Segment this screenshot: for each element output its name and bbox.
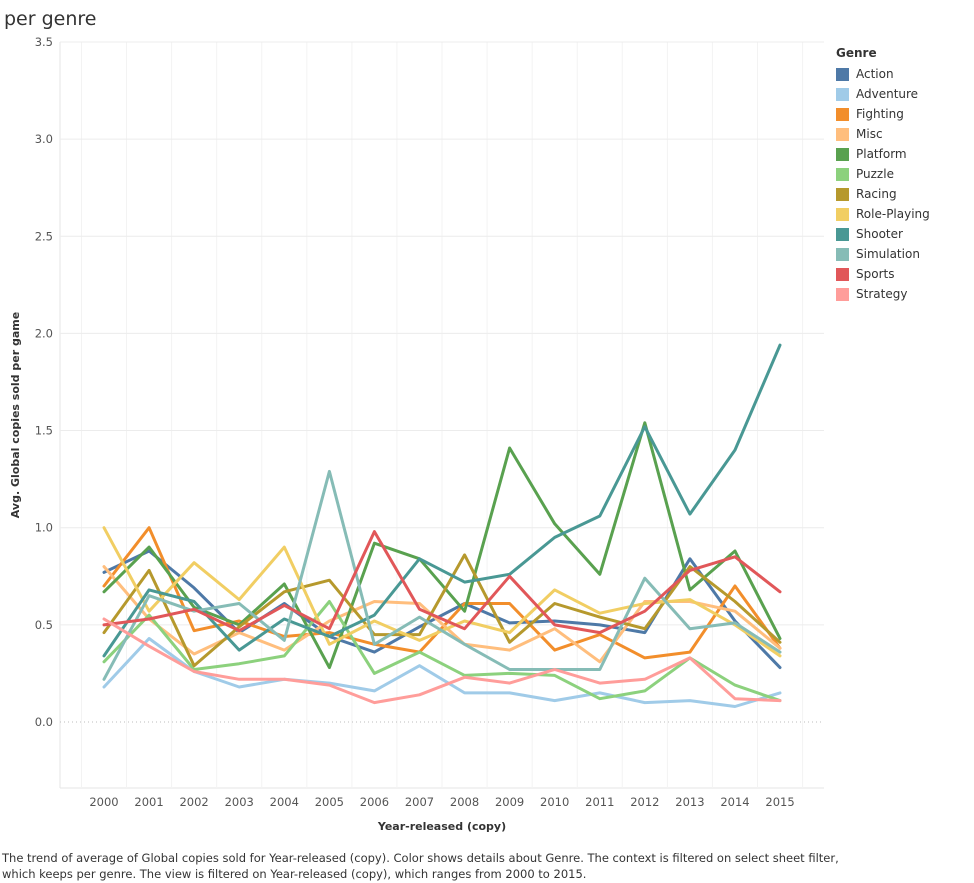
legend-swatch xyxy=(836,67,849,81)
legend-item: Platform xyxy=(836,144,930,164)
legend-swatch xyxy=(836,227,849,241)
legend-swatch xyxy=(836,147,849,161)
legend-swatch xyxy=(836,87,849,101)
legend-item: Strategy xyxy=(836,284,930,304)
x-tick-label: 2013 xyxy=(675,795,704,809)
x-tick-label: 2011 xyxy=(585,795,614,809)
y-tick-label: 0.5 xyxy=(35,618,53,632)
legend-title: Genre xyxy=(836,46,877,60)
series-line-racing xyxy=(102,553,782,668)
legend-item: Racing xyxy=(836,184,930,204)
y-tick-label: 0.0 xyxy=(35,715,53,729)
legend-swatch xyxy=(836,167,849,181)
legend-swatch xyxy=(836,207,849,221)
legend-label: Puzzle xyxy=(856,167,894,181)
legend-label: Platform xyxy=(856,147,907,161)
x-tick-label: 2006 xyxy=(360,795,389,809)
series-line-puzzle xyxy=(102,600,782,703)
series-line-adventure xyxy=(102,637,782,708)
x-tick-label: 2005 xyxy=(315,795,344,809)
legend-item: Role-Playing xyxy=(836,204,930,224)
legend-swatch xyxy=(836,267,849,281)
chart-caption: The trend of average of Global copies so… xyxy=(2,850,962,882)
legend-item: Shooter xyxy=(836,224,930,244)
caption-line-2: which keeps per genre. The view is filte… xyxy=(2,867,587,881)
y-tick-label: 2.5 xyxy=(35,229,53,243)
x-tick-label: 2002 xyxy=(179,795,208,809)
x-tick-label: 2004 xyxy=(270,795,299,809)
line-chart: 0.0 0.5 1.0 1.5 2.0 2.5 3.0 3.5 2000 2001 2002 2003… xyxy=(9,35,824,833)
legend-label: Simulation xyxy=(856,247,920,261)
legend-item: Puzzle xyxy=(836,164,930,184)
y-axis-title: Avg. Global copies sold per game xyxy=(9,312,22,518)
legend-item: Adventure xyxy=(836,84,930,104)
legend-items: Action Adventure Fighting Misc Platform Puzzl… xyxy=(836,64,930,304)
legend-label: Role-Playing xyxy=(856,207,930,221)
x-tick-label: 2014 xyxy=(720,795,749,809)
x-tick-label: 2001 xyxy=(134,795,163,809)
x-tick-label: 2010 xyxy=(540,795,569,809)
x-tick-label: 2009 xyxy=(495,795,524,809)
legend-swatch xyxy=(836,107,849,121)
caption-line-1: The trend of average of Global copies so… xyxy=(2,851,839,865)
series-line-sports xyxy=(102,530,782,635)
legend-swatch xyxy=(836,127,849,141)
legend-item: Simulation xyxy=(836,244,930,264)
x-tick-label: 2012 xyxy=(630,795,659,809)
series-line-shooter xyxy=(102,343,782,658)
x-tick-label: 2000 xyxy=(89,795,118,809)
legend-swatch xyxy=(836,287,849,301)
legend-label: Sports xyxy=(856,267,895,281)
y-tick-label: 3.0 xyxy=(35,132,53,146)
y-tick-label: 3.5 xyxy=(35,35,53,49)
legend-swatch xyxy=(836,187,849,201)
series-line-platform xyxy=(102,421,782,670)
legend-label: Action xyxy=(856,67,894,81)
legend-item: Fighting xyxy=(836,104,930,124)
legend-item: Misc xyxy=(836,124,930,144)
x-tick-label: 2003 xyxy=(225,795,254,809)
legend-label: Strategy xyxy=(856,287,908,301)
series-line-strategy xyxy=(102,617,782,705)
legend-swatch xyxy=(836,247,849,261)
x-tick-label: 2007 xyxy=(405,795,434,809)
x-tick-label: 2008 xyxy=(450,795,479,809)
y-tick-label: 1.0 xyxy=(35,521,53,535)
y-tick-label: 1.5 xyxy=(35,424,53,438)
legend-label: Fighting xyxy=(856,107,904,121)
legend-label: Adventure xyxy=(856,87,919,101)
legend-label: Shooter xyxy=(856,227,903,241)
y-tick-label: 2.0 xyxy=(35,326,53,340)
legend: Genre Action Adventure Fighting Misc Platfor… xyxy=(836,46,930,304)
legend-label: Misc xyxy=(856,127,883,141)
chart-title: per genre xyxy=(4,8,97,30)
legend-label: Racing xyxy=(856,187,897,201)
x-tick-label: 2015 xyxy=(765,795,794,809)
x-axis-title: Year-released (copy) xyxy=(377,820,506,833)
legend-item: Action xyxy=(836,64,930,84)
legend-item: Sports xyxy=(836,264,930,284)
series-line-simulation xyxy=(102,469,782,681)
